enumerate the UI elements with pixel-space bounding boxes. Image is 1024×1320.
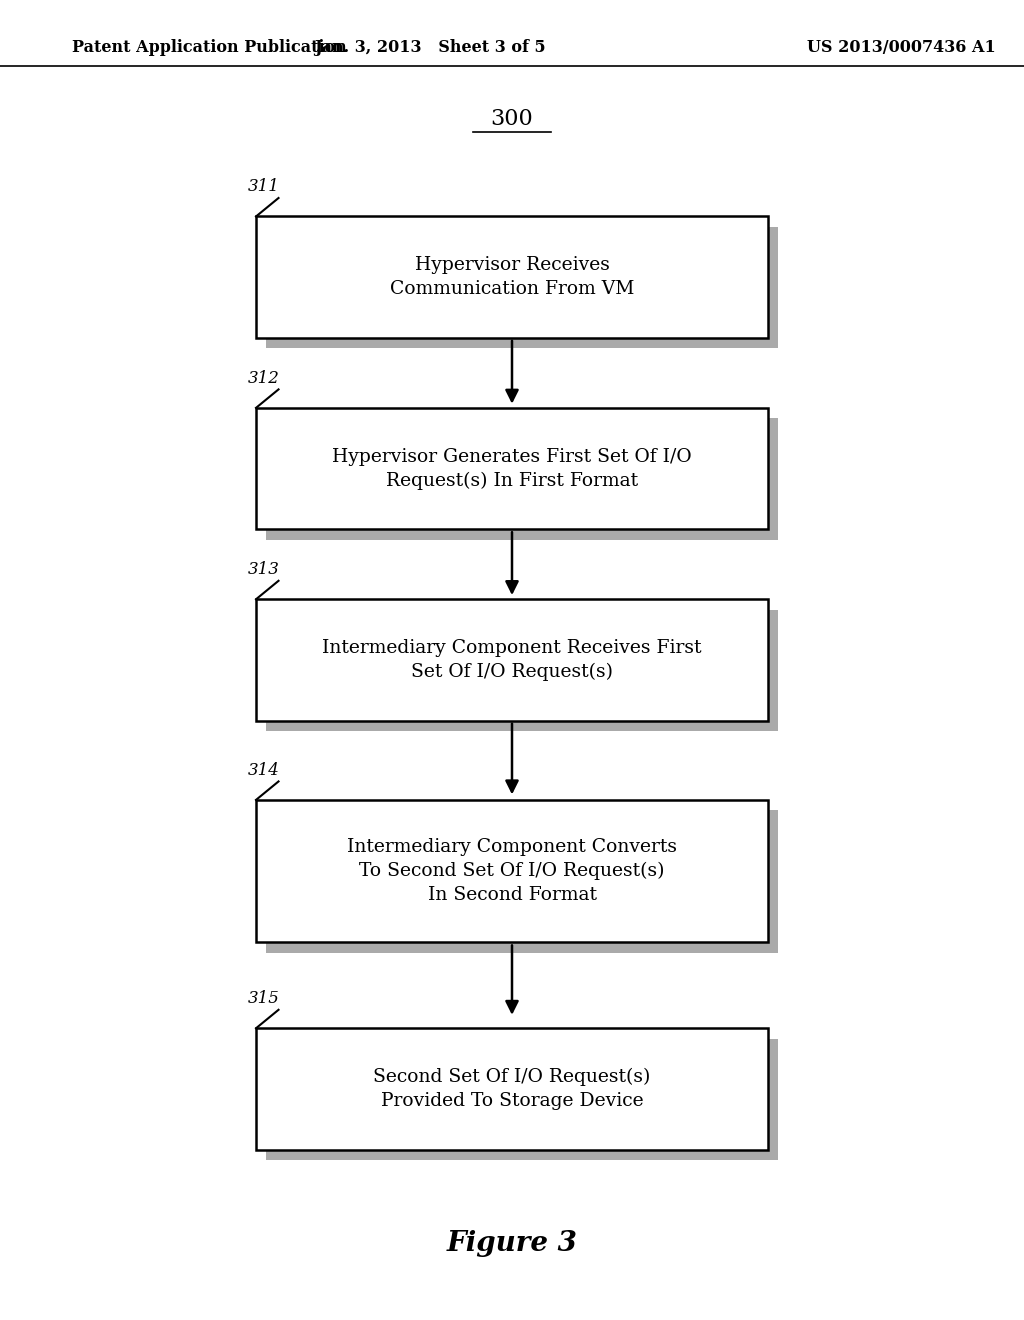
Text: 314: 314 bbox=[248, 762, 280, 779]
Bar bbox=[256, 800, 768, 942]
Text: Intermediary Component Receives First
Set Of I/O Request(s): Intermediary Component Receives First Se… bbox=[323, 639, 701, 681]
Text: Hypervisor Receives
Communication From VM: Hypervisor Receives Communication From V… bbox=[390, 256, 634, 298]
Bar bbox=[256, 408, 768, 529]
Text: Jan. 3, 2013   Sheet 3 of 5: Jan. 3, 2013 Sheet 3 of 5 bbox=[314, 40, 546, 55]
Bar bbox=[256, 1028, 768, 1150]
Bar bbox=[256, 599, 768, 721]
Bar bbox=[266, 418, 778, 540]
Text: Patent Application Publication: Patent Application Publication bbox=[72, 40, 346, 55]
Text: 300: 300 bbox=[490, 108, 534, 129]
Text: Hypervisor Generates First Set Of I/O
Request(s) In First Format: Hypervisor Generates First Set Of I/O Re… bbox=[332, 447, 692, 490]
Bar bbox=[266, 1039, 778, 1160]
Text: Figure 3: Figure 3 bbox=[446, 1230, 578, 1257]
Bar bbox=[266, 610, 778, 731]
Text: Second Set Of I/O Request(s)
Provided To Storage Device: Second Set Of I/O Request(s) Provided To… bbox=[374, 1068, 650, 1110]
Bar bbox=[256, 216, 768, 338]
Bar bbox=[266, 810, 778, 953]
Text: US 2013/0007436 A1: US 2013/0007436 A1 bbox=[807, 40, 995, 55]
Bar bbox=[266, 227, 778, 348]
Text: 313: 313 bbox=[248, 561, 280, 578]
Text: Intermediary Component Converts
To Second Set Of I/O Request(s)
In Second Format: Intermediary Component Converts To Secon… bbox=[347, 838, 677, 904]
Text: 315: 315 bbox=[248, 990, 280, 1007]
Text: 312: 312 bbox=[248, 370, 280, 387]
Text: 311: 311 bbox=[248, 178, 280, 195]
